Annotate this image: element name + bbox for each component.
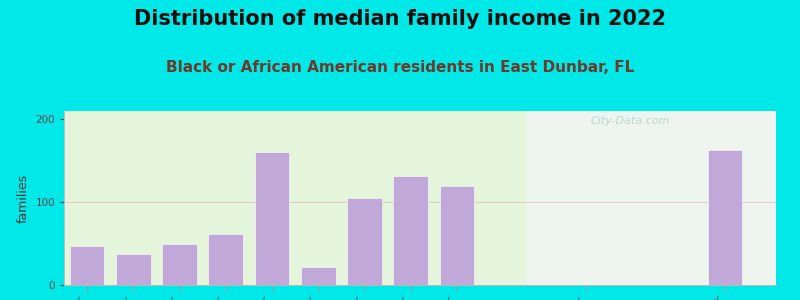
Bar: [440, 186, 474, 285]
Bar: [708, 150, 742, 285]
Bar: [394, 176, 428, 285]
Bar: [70, 246, 105, 285]
Bar: [347, 198, 382, 285]
Bar: [526, 111, 776, 285]
Bar: [116, 254, 150, 285]
Y-axis label: families: families: [17, 173, 30, 223]
Bar: [301, 267, 336, 285]
Bar: [254, 152, 290, 285]
Text: Black or African American residents in East Dunbar, FL: Black or African American residents in E…: [166, 60, 634, 75]
Bar: [162, 244, 197, 285]
Bar: [209, 234, 243, 285]
Text: Distribution of median family income in 2022: Distribution of median family income in …: [134, 9, 666, 29]
Text: City-Data.com: City-Data.com: [591, 116, 670, 126]
